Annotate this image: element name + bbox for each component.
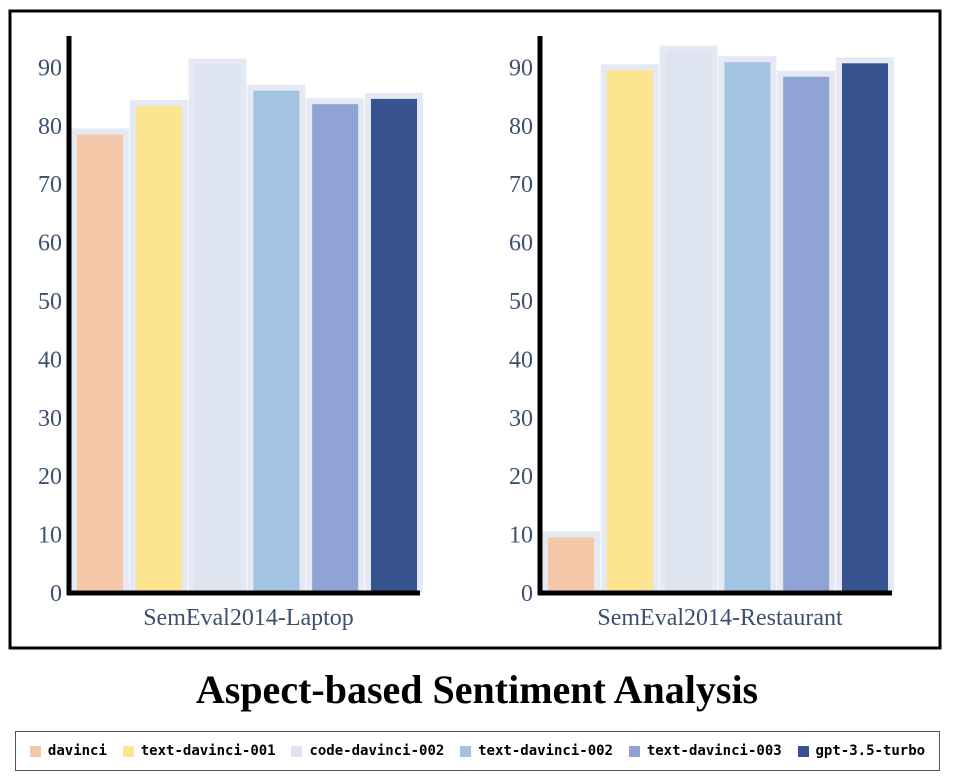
chart-area: 0 10 20 30 40 50 60 70 80 90 SemEval2014-Laptop 0 10…: [8, 9, 942, 650]
legend-item: davinci: [29, 743, 107, 759]
y-tick-label: 10: [509, 523, 533, 549]
y-tick-label: 10: [38, 523, 62, 549]
bar-text-davinci-001: [606, 70, 653, 593]
legend: davinci text-davinci-001 code-davinci-002 t…: [15, 731, 940, 771]
bar-text-davinci-003: [783, 76, 830, 593]
chart-panel-1: 0 10 20 30 40 50 60 70 80 90 SemEval2014-Laptop: [38, 36, 423, 631]
legend-label: code-davinci-002: [309, 743, 445, 759]
y-tick-label: 80: [509, 114, 533, 140]
y-tick-label: 80: [38, 114, 62, 140]
y-tick-label: 30: [38, 406, 62, 432]
legend-label: gpt-3.5-turbo: [815, 743, 926, 759]
bar-text-davinci-002: [253, 90, 300, 593]
x-category-label: SemEval2014-Restaurant: [597, 605, 843, 631]
bar-text-davinci-002: [724, 62, 771, 594]
legend-swatch: [628, 745, 640, 757]
legend-swatch: [291, 745, 303, 757]
legend-label: text-davinci-003: [646, 743, 782, 759]
bar-gpt-3.5-turbo: [842, 63, 888, 593]
bar-gpt-3.5-turbo: [371, 98, 417, 593]
y-tick-label: 90: [38, 55, 62, 81]
legend-label: davinci: [47, 743, 107, 759]
y-tick-label: 60: [509, 231, 533, 257]
y-tick-label: 70: [38, 172, 62, 198]
x-category-label: SemEval2014-Laptop: [143, 605, 354, 631]
chart-title: Aspect-based Sentiment Analysis: [195, 667, 759, 712]
legend-swatch: [797, 745, 809, 757]
bar-text-davinci-003: [312, 104, 359, 593]
bar-code-davinci-002: [194, 64, 241, 594]
y-tick-label: 0: [50, 581, 62, 607]
chart-frame: [8, 9, 942, 650]
y-tick-label: 50: [509, 289, 533, 315]
bar-code-davinci-002: [665, 51, 712, 593]
y-tick-label: 30: [509, 406, 533, 432]
y-tick-label: 60: [38, 231, 62, 257]
y-tick-label: 20: [509, 464, 533, 490]
bar-davinci: [548, 537, 594, 593]
y-tick-label: 40: [509, 347, 533, 373]
y-tick-label: 20: [38, 464, 62, 490]
y-tick-label: 70: [509, 172, 533, 198]
y-tick-label: 40: [38, 347, 62, 373]
chart-panel-2: 0 10 20 30 40 50 60 70 80 90 SemEval2014-Restauran…: [509, 36, 894, 631]
legend-item: text-davinci-001: [122, 743, 276, 759]
y-tick-label: 0: [521, 581, 533, 607]
legend-label: text-davinci-002: [478, 743, 613, 759]
legend-item: text-davinci-002: [460, 743, 613, 759]
bar-davinci: [77, 134, 123, 593]
y-tick-label: 90: [509, 55, 533, 81]
chart-panels: 0 10 20 30 40 50 60 70 80 90 SemEval2014-Laptop 0 10…: [38, 36, 894, 631]
legend-item: code-davinci-002: [291, 743, 444, 759]
legend-swatch: [460, 745, 472, 757]
legend-swatch: [29, 745, 41, 757]
legend-item: gpt-3.5-turbo: [797, 743, 926, 759]
legend-swatch: [122, 745, 134, 757]
y-tick-label: 50: [38, 289, 62, 315]
legend-item: text-davinci-003: [628, 743, 782, 759]
bar-text-davinci-001: [135, 105, 182, 593]
legend-label: text-davinci-001: [140, 743, 276, 759]
